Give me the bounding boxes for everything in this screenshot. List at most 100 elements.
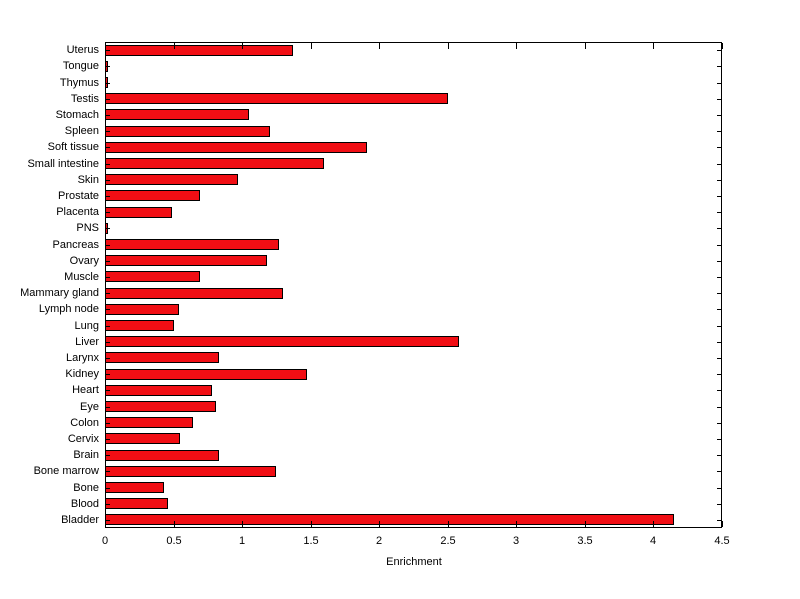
y-tick-right bbox=[717, 66, 721, 67]
category-label: Bone marrow bbox=[33, 465, 99, 478]
category-label: Soft tissue bbox=[47, 141, 99, 154]
y-tick-left bbox=[106, 261, 110, 262]
category-label: Testis bbox=[70, 92, 99, 105]
bar-mammary-gland bbox=[105, 288, 283, 299]
bar-colon bbox=[105, 417, 193, 428]
y-tick-left bbox=[106, 131, 110, 132]
category-label: Tongue bbox=[62, 60, 99, 73]
x-tick-bottom bbox=[722, 521, 723, 527]
y-tick-left bbox=[106, 99, 110, 100]
x-tick-label: 1 bbox=[238, 535, 246, 547]
category-label: Brain bbox=[73, 449, 99, 462]
y-tick-left bbox=[106, 228, 110, 229]
y-tick-left bbox=[106, 358, 110, 359]
x-tick-bottom bbox=[653, 521, 654, 527]
y-tick-right bbox=[717, 245, 721, 246]
y-tick-left bbox=[106, 407, 110, 408]
category-label: Skin bbox=[77, 173, 99, 186]
x-tick-bottom bbox=[585, 521, 586, 527]
y-tick-left bbox=[106, 374, 110, 375]
category-label: Lymph node bbox=[38, 303, 99, 316]
y-tick-left bbox=[106, 293, 110, 294]
category-label: Heart bbox=[72, 384, 99, 397]
y-tick-right bbox=[717, 99, 721, 100]
bar-soft-tissue bbox=[105, 142, 367, 153]
category-label: Uterus bbox=[66, 44, 99, 57]
category-label: Muscle bbox=[64, 270, 99, 283]
y-tick-left bbox=[106, 115, 110, 116]
y-tick-left bbox=[106, 196, 110, 197]
bar-thymus bbox=[105, 77, 108, 88]
y-tick-right bbox=[717, 471, 721, 472]
y-tick-right bbox=[717, 439, 721, 440]
y-tick-left bbox=[106, 423, 110, 424]
y-tick-right bbox=[717, 390, 721, 391]
y-tick-left bbox=[106, 66, 110, 67]
y-tick-left bbox=[106, 342, 110, 343]
y-tick-right bbox=[717, 180, 721, 181]
bar-lung bbox=[105, 320, 174, 331]
y-tick-left bbox=[106, 309, 110, 310]
y-tick-left bbox=[106, 164, 110, 165]
x-tick-top bbox=[311, 43, 312, 49]
y-tick-left bbox=[106, 488, 110, 489]
category-label: Cervix bbox=[67, 432, 99, 445]
category-label: Bone bbox=[73, 481, 99, 494]
y-tick-right bbox=[717, 326, 721, 327]
x-tick-bottom bbox=[311, 521, 312, 527]
y-tick-right bbox=[717, 164, 721, 165]
x-tick-bottom bbox=[242, 521, 243, 527]
category-label: Kidney bbox=[65, 368, 99, 381]
category-label: Stomach bbox=[55, 108, 99, 121]
y-tick-right bbox=[717, 342, 721, 343]
y-tick-left bbox=[106, 147, 110, 148]
bar-stomach bbox=[105, 109, 249, 120]
bar-kidney bbox=[105, 369, 307, 380]
bar-cervix bbox=[105, 433, 180, 444]
y-tick-right bbox=[717, 309, 721, 310]
x-tick-top bbox=[585, 43, 586, 49]
category-label: Prostate bbox=[58, 189, 99, 202]
bar-brain bbox=[105, 450, 219, 461]
x-tick-label: 0.5 bbox=[166, 535, 182, 547]
y-tick-right bbox=[717, 423, 721, 424]
bar-bladder bbox=[105, 514, 674, 525]
x-tick-top bbox=[105, 43, 106, 49]
category-label: Liver bbox=[75, 335, 99, 348]
bar-pancreas bbox=[105, 239, 279, 250]
y-tick-right bbox=[717, 374, 721, 375]
y-tick-right bbox=[717, 520, 721, 521]
y-tick-right bbox=[717, 504, 721, 505]
y-tick-right bbox=[717, 147, 721, 148]
x-tick-bottom bbox=[105, 521, 106, 527]
y-tick-left bbox=[106, 212, 110, 213]
category-label: Bladder bbox=[61, 513, 99, 526]
y-tick-left bbox=[106, 455, 110, 456]
bar-skin bbox=[105, 174, 238, 185]
category-label: Small intestine bbox=[27, 157, 99, 170]
bar-ovary bbox=[105, 255, 267, 266]
y-tick-right bbox=[717, 293, 721, 294]
y-tick-left bbox=[106, 50, 110, 51]
x-tick-label: 4 bbox=[649, 535, 657, 547]
category-label: Lung bbox=[74, 319, 99, 332]
y-tick-right bbox=[717, 261, 721, 262]
plot-frame bbox=[105, 42, 722, 528]
category-label: PNS bbox=[76, 222, 99, 235]
y-tick-left bbox=[106, 471, 110, 472]
category-label: Spleen bbox=[64, 125, 99, 138]
x-tick-label: 3 bbox=[512, 535, 520, 547]
y-tick-right bbox=[717, 488, 721, 489]
bar-muscle bbox=[105, 271, 200, 282]
bar-eye bbox=[105, 401, 216, 412]
y-tick-left bbox=[106, 390, 110, 391]
category-label: Ovary bbox=[69, 254, 99, 267]
y-tick-left bbox=[106, 277, 110, 278]
y-tick-right bbox=[717, 228, 721, 229]
x-axis-label: Enrichment bbox=[386, 556, 442, 568]
bar-testis bbox=[105, 93, 448, 104]
y-tick-right bbox=[717, 196, 721, 197]
y-tick-left bbox=[106, 520, 110, 521]
x-tick-bottom bbox=[516, 521, 517, 527]
